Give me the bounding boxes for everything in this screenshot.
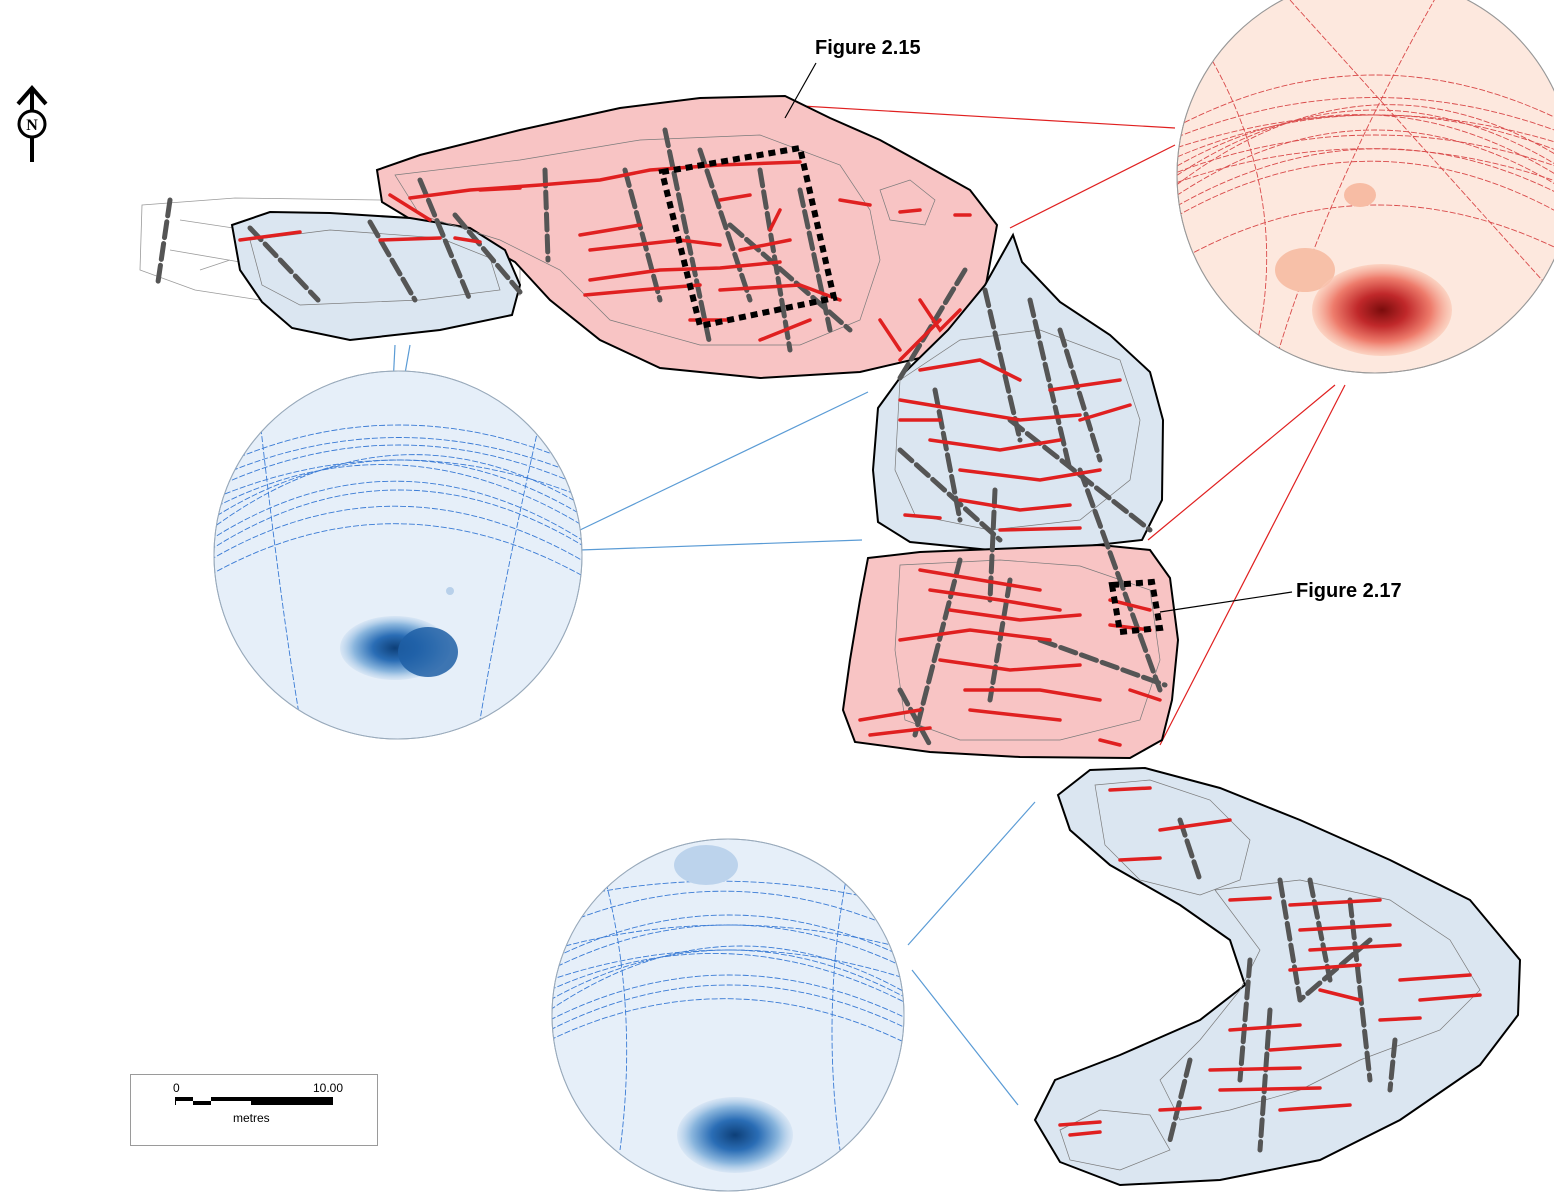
domain-red-central bbox=[841, 543, 1180, 760]
scale-bar-graphic bbox=[175, 1097, 333, 1107]
fractures-red bbox=[238, 160, 1482, 1137]
blue-stereonet-left bbox=[213, 370, 583, 740]
tie-lines-blue bbox=[392, 344, 1036, 1106]
inset-box-fig-2-15 bbox=[658, 144, 838, 330]
blue-stereonet-bottom bbox=[551, 838, 905, 1192]
scale-end: 10.00 bbox=[313, 1081, 344, 1095]
fractures-grey bbox=[155, 127, 1398, 1153]
leader-fig-2-17 bbox=[1159, 591, 1293, 613]
north-arrow-icon: N bbox=[16, 84, 48, 162]
scale-bar: 0 10.00 metres bbox=[130, 1074, 378, 1146]
figure-inset-boxes bbox=[658, 144, 1164, 636]
survey-outlines bbox=[249, 134, 1481, 1171]
figure-2-17-label: Figure 2.17 bbox=[1296, 580, 1402, 602]
leader-fig-2-15 bbox=[784, 62, 817, 119]
tie-lines-red bbox=[784, 104, 1346, 746]
red-stereonet bbox=[1176, 0, 1554, 374]
domain-blue-south bbox=[1033, 766, 1522, 1187]
scale-start: 0 bbox=[173, 1081, 180, 1095]
north-letter: N bbox=[26, 117, 38, 134]
figure-2-15-label: Figure 2.15 bbox=[815, 37, 921, 59]
scale-unit: metres bbox=[233, 1111, 270, 1125]
inset-box-fig-2-17 bbox=[1108, 578, 1164, 636]
